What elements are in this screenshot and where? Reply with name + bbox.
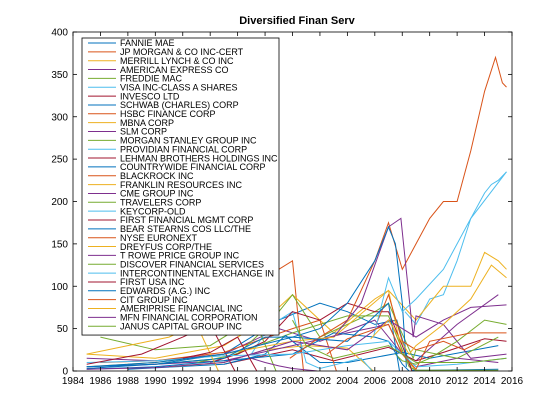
legend-label-18: TRAVELERS CORP (120, 198, 201, 208)
series-line-19 (86, 340, 507, 368)
x-tick-label-12: 2008 (391, 376, 414, 387)
legend-label-30: AMERIPRISE FINANCIAL INC (120, 304, 243, 314)
legend-label-10: SLM CORP (120, 127, 167, 137)
x-tick-label-0: 1984 (62, 376, 85, 387)
legend-label-17: CME GROUP INC (120, 189, 194, 199)
legend-label-26: INTERCONTINENTAL EXCHANGE IN (120, 268, 274, 278)
series-line-22 (375, 293, 481, 351)
x-axis: 1984 1986 1988 1990 1992 1994 1996 1998 2000 2002… (62, 32, 524, 387)
y-tick-label-1: 50 (57, 324, 69, 335)
legend-label-1: JP MORGAN & CO INC-CERT (120, 47, 244, 57)
legend-label-24: T ROWE PRICE GROUP INC (120, 251, 240, 261)
legend-label-19: KEYCORP-OLD (120, 206, 186, 216)
x-tick-label-2: 1988 (117, 376, 140, 387)
legend-label-31: MFN FINANCIAL CORPORATION (120, 313, 258, 323)
series-line-28 (86, 302, 400, 371)
legend-label-4: FREDDIE MAC (120, 74, 183, 84)
legend-label-22: NYSE EURONEXT (120, 233, 198, 243)
legend-label-9: MBNA CORP (120, 118, 174, 128)
legend-label-12: PROVIDIAN FINANCIAL CORP (120, 144, 247, 154)
legend-label-21: BEAR STEARNS COS LLC/THE (120, 224, 251, 234)
y-tick-label-3: 150 (51, 239, 68, 250)
series-line-29 (326, 323, 507, 371)
x-tick-label-14: 2012 (446, 376, 469, 387)
series-line-25 (395, 319, 507, 365)
series-line-17 (333, 217, 507, 359)
x-tick-label-15: 2014 (473, 376, 496, 387)
legend-label-14: COUNTRYWIDE FINANCIAL CORP (120, 162, 266, 172)
legend-label-5: VISA INC-CLASS A SHARES (120, 82, 238, 92)
series-line-27 (182, 336, 258, 371)
legend-label-23: DREYFUS CORP/THE (120, 242, 212, 252)
x-tick-label-5: 1994 (199, 376, 222, 387)
y-tick-label-6: 300 (51, 112, 68, 123)
series-line-20 (86, 323, 236, 371)
y-tick-label-0: 0 (62, 367, 68, 378)
y-tick-label-8: 400 (51, 28, 68, 39)
legend-label-25: DISCOVER FINANCIAL SERVICES (120, 259, 264, 269)
y-tick-label-2: 100 (51, 282, 68, 293)
series-line-26 (372, 171, 507, 338)
series-line-15 (289, 55, 507, 359)
x-tick-label-13: 2010 (419, 376, 442, 387)
x-tick-label-4: 1992 (172, 376, 195, 387)
x-tick-label-16: 2016 (501, 376, 524, 387)
series-line-31 (251, 357, 318, 371)
series-line-32 (292, 319, 507, 363)
x-tick-label-7: 1998 (254, 376, 277, 387)
legend-label-27: FIRST USA INC (120, 277, 185, 287)
series-line-3 (86, 294, 499, 362)
legend-label-13: LEHMAN BROTHERS HOLDINGS INC (120, 153, 278, 163)
series-line-24 (86, 304, 507, 370)
legend-label-7: SCHWAB (CHARLES) CORP (120, 100, 239, 110)
x-tick-label-1: 1986 (89, 376, 112, 387)
legend-label-6: INVESCO LTD (120, 91, 180, 101)
y-tick-label-7: 350 (51, 70, 68, 81)
series-line-2 (86, 289, 417, 371)
legend-label-8: HSBC FINANCE CORP (120, 109, 216, 119)
legend-label-29: CIT GROUP INC (120, 295, 188, 305)
y-axis: 0 50 100 150 200 250 300 350 400 (51, 28, 512, 378)
legend-label-2: MERRILL LYNCH & CO INC (120, 56, 234, 66)
legend-label-20: FIRST FINANCIAL MGMT CORP (120, 215, 253, 225)
y-tick-label-5: 250 (51, 155, 68, 166)
legend-label-32: JANUS CAPITAL GROUP INC (120, 321, 242, 331)
chart-title: Diversified Finan Serv (239, 15, 355, 27)
x-tick-label-6: 1996 (227, 376, 250, 387)
x-tick-label-8: 2000 (281, 376, 304, 387)
legend-label-16: FRANKLIN RESOURCES INC (120, 180, 243, 190)
legend-label-28: EDWARDS (A.G.) INC (120, 286, 211, 296)
legend-label-3: AMERICAN EXPRESS CO (120, 65, 229, 75)
x-tick-label-11: 2006 (364, 376, 387, 387)
x-tick-label-10: 2004 (336, 376, 359, 387)
x-tick-label-3: 1990 (144, 376, 167, 387)
series-group (86, 55, 507, 371)
legend-label-11: MORGAN STANLEY GROUP INC (120, 136, 257, 146)
legend-label-15: BLACKROCK INC (120, 171, 194, 181)
y-tick-label-4: 200 (51, 197, 68, 208)
legend-label-0: FANNIE MAE (120, 38, 175, 48)
series-line-23 (86, 323, 219, 371)
x-tick-label-9: 2002 (309, 376, 332, 387)
series-line-30 (370, 264, 507, 355)
